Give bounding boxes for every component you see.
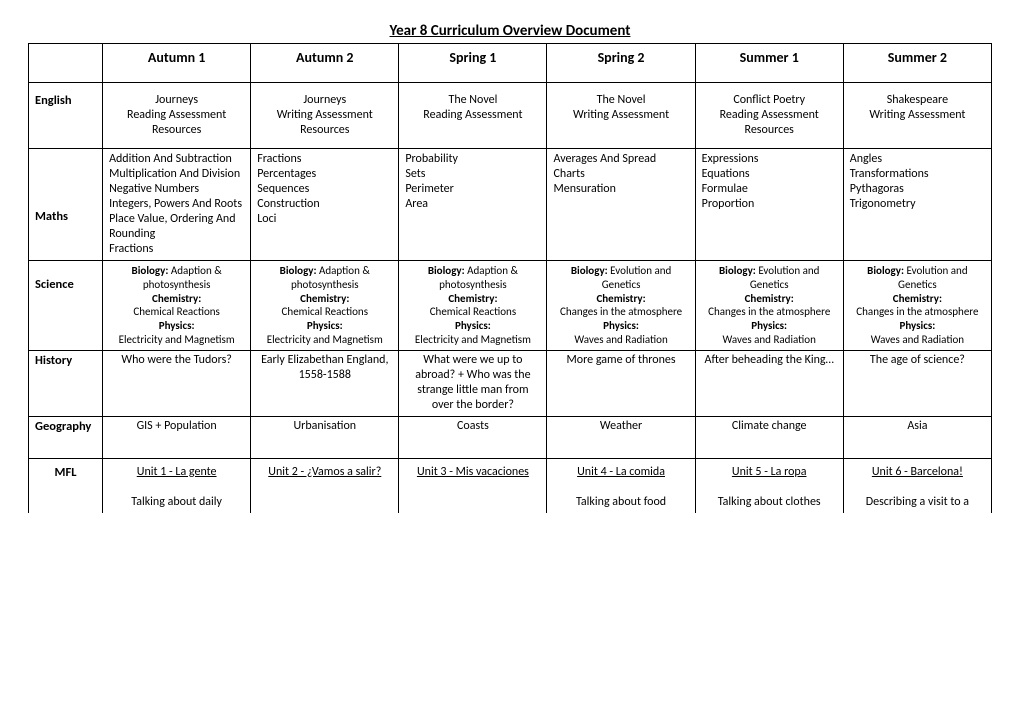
row-geography: Geography GIS + Population Urbanisation … [29, 416, 992, 458]
table-header-row: Autumn 1 Autumn 2 Spring 1 Spring 2 Summ… [29, 44, 992, 83]
history-cell: Who were the Tudors? [103, 350, 251, 416]
maths-cell: AnglesTransformationsPythagorasTrigonome… [843, 149, 991, 261]
english-cell: ShakespeareWriting Assessment [843, 83, 991, 149]
science-cell: Biology: Adaption & photosynthesisChemis… [251, 261, 399, 351]
english-cell: Conflict PoetryReading AssessmentResourc… [695, 83, 843, 149]
maths-cell: Addition And SubtractionMultiplication A… [103, 149, 251, 261]
english-cell: JourneysWriting AssessmentResources [251, 83, 399, 149]
mfl-cell: Unit 2 - ¿Vamos a salir? [251, 458, 399, 513]
geography-cell: Weather [547, 416, 695, 458]
geography-cell: Climate change [695, 416, 843, 458]
science-cell: Biology: Adaption & photosynthesisChemis… [399, 261, 547, 351]
subject-label: English [29, 83, 103, 149]
geography-cell: Coasts [399, 416, 547, 458]
science-cell: Biology: Evolution and GeneticsChemistry… [695, 261, 843, 351]
header-term: Autumn 1 [103, 44, 251, 83]
maths-cell: ProbabilitySetsPerimeterArea [399, 149, 547, 261]
history-cell: The age of science? [843, 350, 991, 416]
science-cell: Biology: Evolution and GeneticsChemistry… [843, 261, 991, 351]
geography-cell: GIS + Population [103, 416, 251, 458]
science-cell: Biology: Adaption & photosynthesisChemis… [103, 261, 251, 351]
mfl-cell: Unit 6 - Barcelona!Describing a visit to… [843, 458, 991, 513]
subject-label: Geography [29, 416, 103, 458]
row-science: Science Biology: Adaption & photosynthes… [29, 261, 992, 351]
row-maths: Maths Addition And SubtractionMultiplica… [29, 149, 992, 261]
header-term: Spring 2 [547, 44, 695, 83]
row-history: History Who were the Tudors? Early Eliza… [29, 350, 992, 416]
mfl-cell: Unit 5 - La ropaTalking about clothes [695, 458, 843, 513]
english-cell: The NovelWriting Assessment [547, 83, 695, 149]
header-term: Autumn 2 [251, 44, 399, 83]
subject-label: Maths [29, 149, 103, 261]
mfl-cell: Unit 1 - La genteTalking about daily [103, 458, 251, 513]
geography-cell: Asia [843, 416, 991, 458]
mfl-cell: Unit 4 - La comidaTalking about food [547, 458, 695, 513]
header-blank [29, 44, 103, 83]
english-cell: JourneysReading AssessmentResources [103, 83, 251, 149]
subject-label: Science [29, 261, 103, 351]
science-cell: Biology: Evolution and GeneticsChemistry… [547, 261, 695, 351]
header-term: Summer 2 [843, 44, 991, 83]
maths-cell: ExpressionsEquationsFormulaeProportion [695, 149, 843, 261]
subject-label: MFL [29, 458, 103, 513]
mfl-cell: Unit 3 - Mis vacaciones [399, 458, 547, 513]
history-cell: After beheading the King… [695, 350, 843, 416]
history-cell: Early Elizabethan England, 1558-1588 [251, 350, 399, 416]
page-title: Year 8 Curriculum Overview Document [28, 22, 992, 40]
row-mfl: MFL Unit 1 - La genteTalking about daily… [29, 458, 992, 513]
curriculum-table: Autumn 1 Autumn 2 Spring 1 Spring 2 Summ… [28, 43, 992, 513]
header-term: Summer 1 [695, 44, 843, 83]
subject-label: History [29, 350, 103, 416]
geography-cell: Urbanisation [251, 416, 399, 458]
history-cell: What were we up to abroad? + Who was the… [399, 350, 547, 416]
english-cell: The NovelReading Assessment [399, 83, 547, 149]
row-english: English JourneysReading AssessmentResour… [29, 83, 992, 149]
header-term: Spring 1 [399, 44, 547, 83]
maths-cell: FractionsPercentagesSequencesConstructio… [251, 149, 399, 261]
maths-cell: Averages And SpreadChartsMensuration [547, 149, 695, 261]
history-cell: More game of thrones [547, 350, 695, 416]
